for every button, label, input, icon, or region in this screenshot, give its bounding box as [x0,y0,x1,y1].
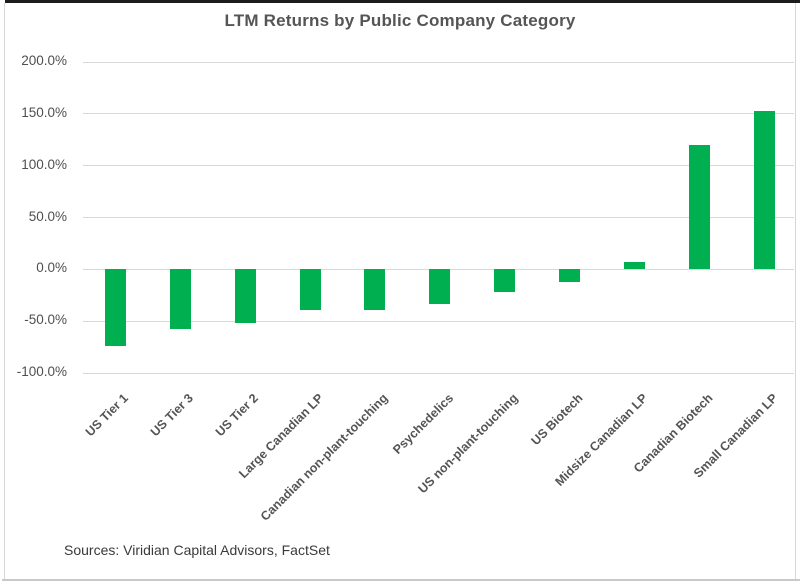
bar-canadian-biotech [688,144,710,270]
bar-large-canadian-lp [299,269,321,310]
y-axis-tick-label: 100.0% [21,156,67,172]
gridline [83,165,794,167]
y-axis-tick-label: 200.0% [21,53,67,68]
bottom-border-rule [2,579,800,581]
x-axis-category-label: US Tier 3 [148,391,197,440]
source-note: Sources: Viridian Capital Advisors, Fact… [64,542,330,558]
bar-psychedelics [429,269,451,304]
y-axis-tick-label: 50.0% [28,208,67,224]
bar-us-tier-1 [104,269,126,347]
y-axis-tick-label: 0.0% [36,260,67,276]
x-axis-category-label: US Biotech [528,391,586,449]
bar-small-canadian-lp [753,110,775,270]
x-axis-category-label: US Tier 2 [212,391,262,440]
gridline [83,61,794,63]
gridline [83,320,794,322]
bar-us-tier-2 [234,269,256,324]
chart-title: LTM Returns by Public Company Category [224,11,576,30]
y-axis-tick-label: 150.0% [21,104,67,120]
y-axis-tick-label: -100.0% [16,364,67,379]
top-border-rule [5,0,800,3]
bar-us-non-plant-touching [494,269,516,293]
x-axis-category-label: US Tier 1 [83,391,132,440]
gridline [83,372,794,374]
x-axis-category-label: Psychedelics [389,391,456,457]
bar-canadian-non-plant-touching [364,269,386,310]
right-border-rule [795,3,796,580]
bar-us-tier-3 [169,269,191,330]
gridline [83,217,794,218]
bar-us-biotech [559,269,581,282]
gridline [83,113,794,115]
left-border-rule [4,3,5,580]
bar-midsize-canadian-lp [624,262,645,270]
y-axis-tick-label: -50.0% [24,312,67,328]
x-axis-category-label: Canadian non-plant-touching [258,391,391,524]
